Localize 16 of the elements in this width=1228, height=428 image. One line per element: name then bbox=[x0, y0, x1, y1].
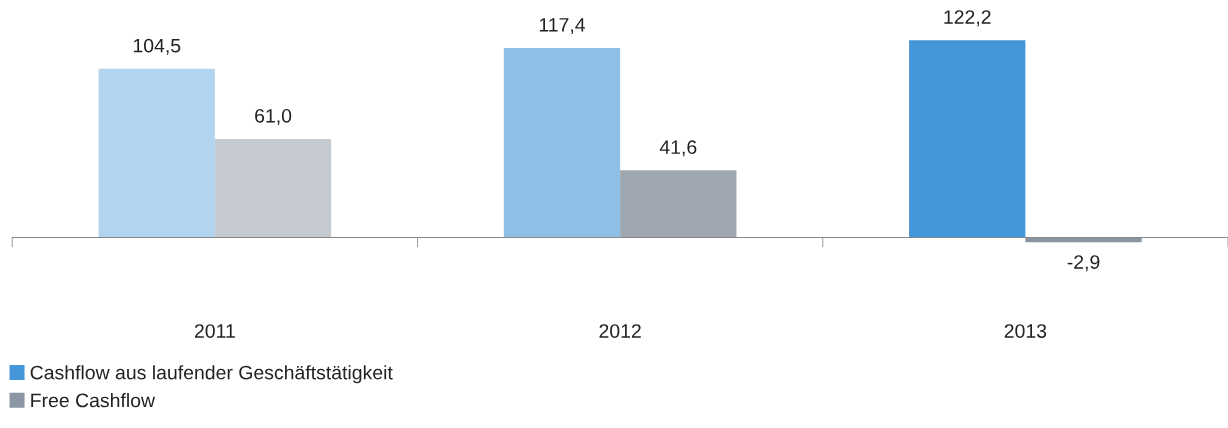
x-tick-label: 2011 bbox=[194, 324, 235, 338]
data-label: 61,0 bbox=[255, 108, 292, 126]
legend-label: Free Cashflow bbox=[31, 393, 156, 408]
bar bbox=[98, 68, 215, 238]
x-tick-label: 2013 bbox=[1004, 324, 1047, 338]
data-label: -2,9 bbox=[1067, 255, 1100, 272]
x-tick-label: 2012 bbox=[599, 324, 641, 338]
data-label: 104,5 bbox=[133, 38, 181, 55]
data-label: 117,4 bbox=[539, 18, 586, 34]
bar bbox=[909, 40, 1026, 238]
data-label: 122,2 bbox=[944, 10, 991, 27]
data-label: 41,6 bbox=[659, 140, 697, 157]
legend-label: Cashflow aus laufender Geschäftstätigkeit bbox=[30, 365, 393, 384]
bar bbox=[214, 139, 332, 238]
bar bbox=[620, 170, 737, 238]
bar bbox=[503, 48, 621, 238]
